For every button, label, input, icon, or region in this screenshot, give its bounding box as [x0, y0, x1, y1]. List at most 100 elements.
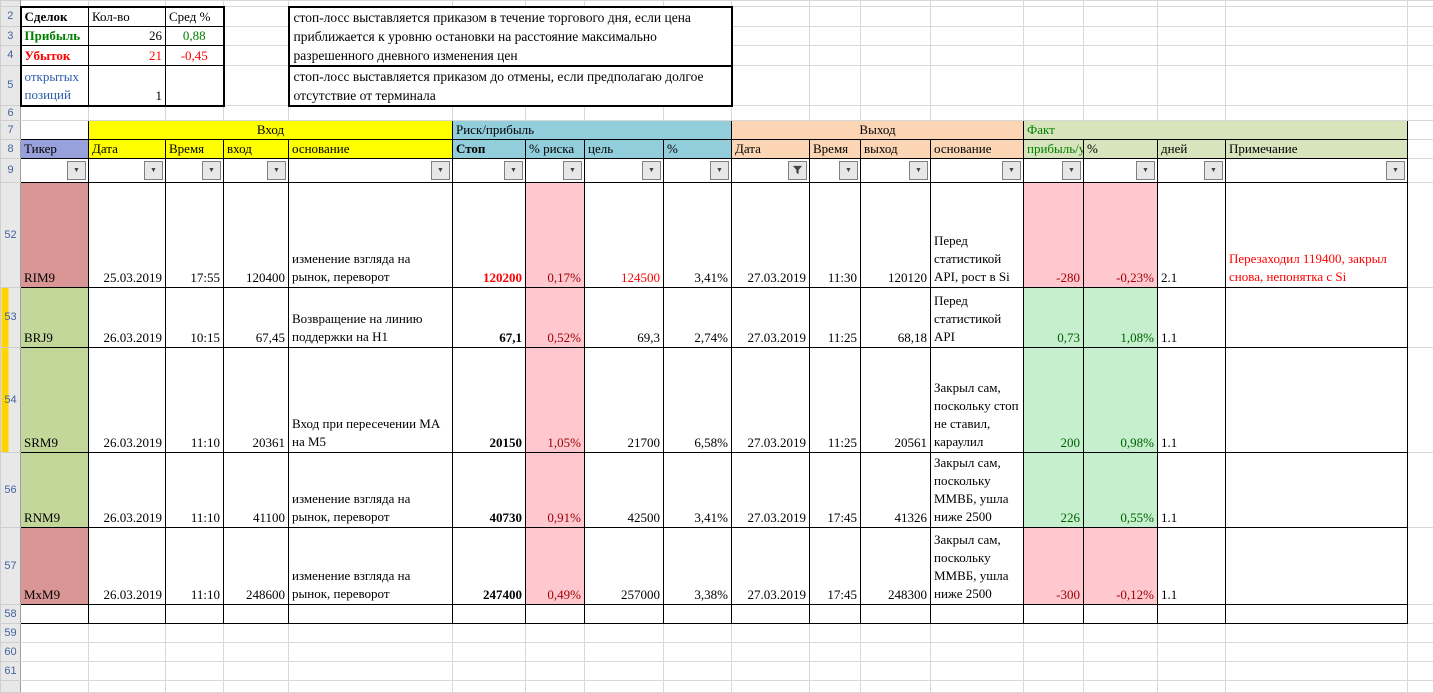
cell[interactable]	[289, 662, 453, 681]
cell-target-pct[interactable]: 3,41%	[664, 183, 732, 288]
cell[interactable]	[1408, 348, 1433, 453]
summary-profit-label[interactable]: Прибыль	[21, 27, 89, 46]
cell[interactable]	[810, 605, 861, 624]
cell[interactable]	[732, 46, 810, 66]
cell[interactable]	[224, 27, 289, 46]
cell-profit-pct[interactable]: 0,98%	[1084, 348, 1158, 453]
cell-entry-time[interactable]: 11:10	[166, 528, 224, 605]
cell[interactable]	[931, 605, 1024, 624]
cell[interactable]	[861, 662, 931, 681]
cell-stop[interactable]: 120200	[453, 183, 526, 288]
cell-target[interactable]: 257000	[585, 528, 664, 605]
filter-dropdown-exit-price[interactable]: ▼	[909, 161, 928, 180]
cell[interactable]	[289, 643, 453, 662]
cell[interactable]	[1158, 643, 1226, 662]
row-header[interactable]: 58	[1, 605, 21, 624]
summary-profit-count[interactable]: 26	[89, 27, 166, 46]
cell[interactable]	[1226, 27, 1408, 46]
cell[interactable]	[1226, 624, 1408, 643]
cell[interactable]	[1408, 7, 1433, 27]
cell-exit-date[interactable]: 27.03.2019	[732, 288, 810, 348]
cell[interactable]	[664, 681, 732, 693]
cell[interactable]	[224, 662, 289, 681]
group-header-entry[interactable]: Вход	[89, 121, 453, 140]
cell-exit-price[interactable]: 68,18	[861, 288, 931, 348]
cell[interactable]	[810, 681, 861, 693]
summary-header-avg[interactable]: Сред %	[166, 7, 224, 27]
cell[interactable]	[861, 605, 931, 624]
cell[interactable]	[526, 643, 585, 662]
cell-entry-reason[interactable]: изменение взгляда на рынок, переворот	[289, 528, 453, 605]
cell[interactable]	[1226, 46, 1408, 66]
cell[interactable]	[732, 681, 810, 693]
cell[interactable]	[21, 662, 89, 681]
cell-exit-price[interactable]: 41326	[861, 453, 931, 528]
cell[interactable]	[810, 643, 861, 662]
cell-exit-time[interactable]: 11:25	[810, 288, 861, 348]
cell[interactable]	[931, 46, 1024, 66]
cell[interactable]	[453, 106, 526, 121]
cell-stop[interactable]: 40730	[453, 453, 526, 528]
cell[interactable]	[1408, 46, 1433, 66]
row-header[interactable]: 61	[1, 662, 21, 681]
filter-dropdown-entry-time[interactable]: ▼	[202, 161, 221, 180]
cell[interactable]	[21, 106, 89, 121]
cell[interactable]	[1408, 66, 1433, 106]
cell[interactable]	[89, 662, 166, 681]
cell-entry-reason[interactable]: изменение взгляда на рынок, переворот	[289, 453, 453, 528]
cell[interactable]	[1084, 662, 1158, 681]
cell-exit-time[interactable]: 11:25	[810, 348, 861, 453]
cell-target-pct[interactable]: 3,38%	[664, 528, 732, 605]
cell[interactable]	[1158, 106, 1226, 121]
cell-entry-price[interactable]: 67,45	[224, 288, 289, 348]
cell[interactable]	[289, 605, 453, 624]
filter-dropdown-exit-time[interactable]: ▼	[839, 161, 858, 180]
cell[interactable]	[931, 624, 1024, 643]
cell[interactable]	[732, 7, 810, 27]
cell[interactable]	[861, 624, 931, 643]
cell[interactable]	[931, 106, 1024, 121]
cell[interactable]	[664, 605, 732, 624]
cell-target-pct[interactable]: 2,74%	[664, 288, 732, 348]
cell-exit-date[interactable]: 27.03.2019	[732, 528, 810, 605]
cell-exit-time[interactable]: 17:45	[810, 453, 861, 528]
cell[interactable]	[810, 624, 861, 643]
cell[interactable]	[289, 624, 453, 643]
cell[interactable]	[1408, 288, 1433, 348]
cell-days[interactable]: 1.1	[1158, 288, 1226, 348]
cell[interactable]	[810, 27, 861, 46]
cell[interactable]	[1158, 624, 1226, 643]
filter-dropdown-risk-pct[interactable]: ▼	[563, 161, 582, 180]
cell-exit-price[interactable]: 248300	[861, 528, 931, 605]
cell[interactable]	[664, 106, 732, 121]
cell[interactable]	[1408, 183, 1433, 288]
cell-profit[interactable]: 200	[1024, 348, 1084, 453]
cell[interactable]	[1158, 66, 1226, 106]
filter-dropdown-note[interactable]: ▼	[1386, 161, 1405, 180]
note-gtc-stop[interactable]: стоп-лосс выставляется приказом до отмен…	[289, 66, 732, 106]
row-header[interactable]: 60	[1, 643, 21, 662]
cell[interactable]	[166, 643, 224, 662]
cell-exit-price[interactable]: 120120	[861, 183, 931, 288]
cell[interactable]	[166, 106, 224, 121]
row-header[interactable]: 6	[1, 106, 21, 121]
cell[interactable]	[1158, 7, 1226, 27]
row-header[interactable]: 4	[1, 46, 21, 66]
cell[interactable]	[526, 681, 585, 693]
cell-profit-pct[interactable]: 0,55%	[1084, 453, 1158, 528]
cell[interactable]	[21, 643, 89, 662]
cell[interactable]	[1084, 681, 1158, 693]
cell-entry-time[interactable]: 17:55	[166, 183, 224, 288]
row-header[interactable]: 57	[1, 528, 21, 605]
cell[interactable]	[861, 46, 931, 66]
cell[interactable]	[585, 643, 664, 662]
cell[interactable]	[1226, 605, 1408, 624]
cell-target[interactable]: 124500	[585, 183, 664, 288]
cell[interactable]	[1408, 140, 1433, 159]
cell-entry-reason[interactable]: изменение взгляда на рынок, переворот	[289, 183, 453, 288]
cell[interactable]	[732, 624, 810, 643]
header-entry-price[interactable]: вход	[224, 140, 289, 159]
cell-stop[interactable]: 247400	[453, 528, 526, 605]
cell[interactable]	[1158, 27, 1226, 46]
header-target-pct[interactable]: %	[664, 140, 732, 159]
